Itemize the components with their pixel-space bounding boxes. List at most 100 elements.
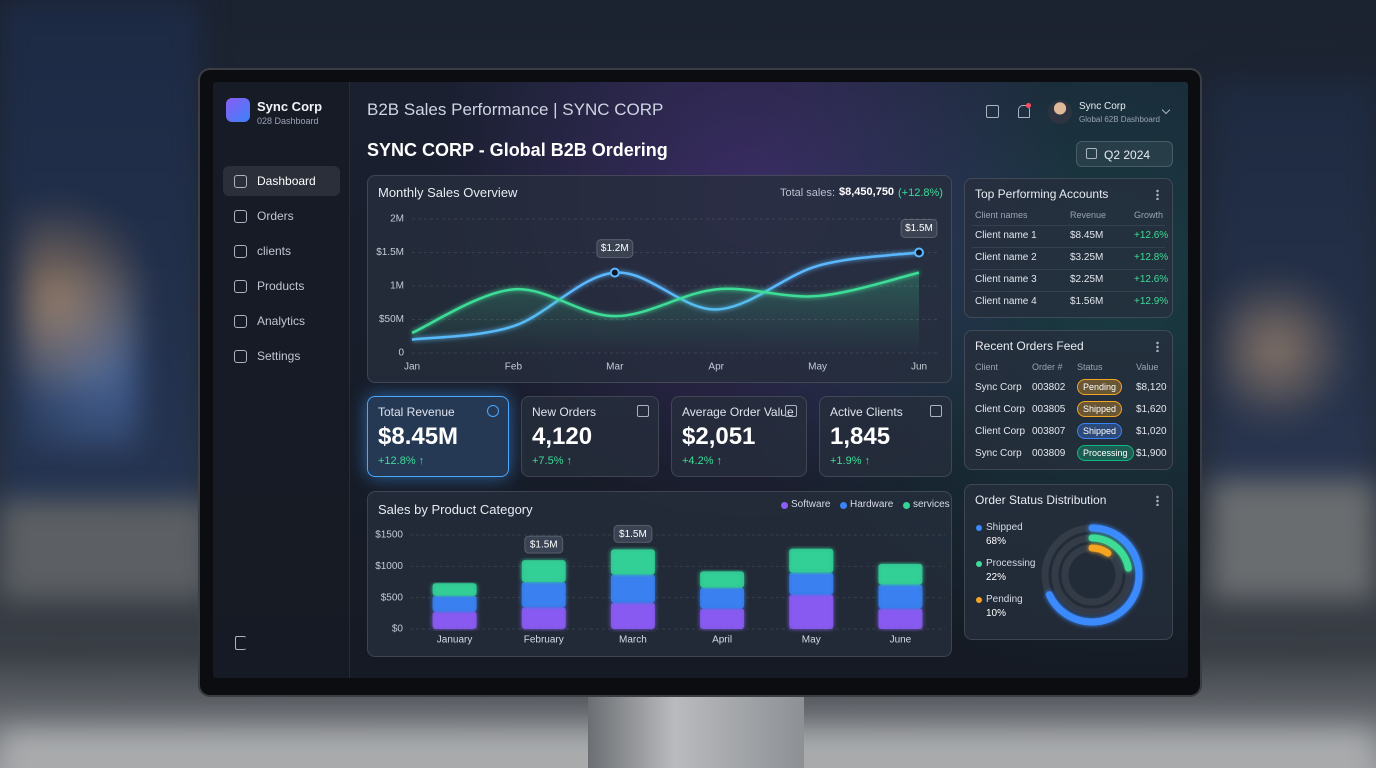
kpi-value: $8.45M bbox=[378, 423, 459, 450]
logout-icon[interactable] bbox=[235, 636, 246, 650]
user-role: Global 62B Dashboard bbox=[1079, 115, 1160, 124]
total-label: Total sales: bbox=[780, 187, 836, 199]
user-name: Sync Corp bbox=[1079, 101, 1126, 112]
kpi-label: Total Revenue bbox=[378, 405, 455, 419]
kpi-card bbox=[521, 396, 659, 477]
table-cell: Client name 3 bbox=[975, 274, 1037, 285]
table-cell: +12.6% bbox=[1134, 274, 1169, 285]
status-pill: Shipped bbox=[1077, 423, 1123, 439]
table-cell: 003807 bbox=[1032, 426, 1066, 437]
legend-label: Shipped bbox=[986, 522, 1023, 533]
notification-dot bbox=[1026, 103, 1031, 108]
more-menu[interactable] bbox=[1156, 341, 1159, 352]
user-menu-chevron[interactable] bbox=[1161, 105, 1171, 115]
table-cell: +12.8% bbox=[1134, 252, 1169, 263]
legend-dot bbox=[976, 597, 982, 603]
city-lights bbox=[1220, 250, 1360, 450]
nav-label: Dashboard bbox=[257, 174, 316, 188]
kpi-change: +7.5% ↑ bbox=[532, 455, 573, 467]
table-cell: $1,900 bbox=[1136, 448, 1167, 459]
total-change: (+12.8%) bbox=[898, 187, 943, 199]
kpi-label: New Orders bbox=[532, 405, 597, 419]
column-header: Client bbox=[975, 362, 999, 372]
table-cell: 003805 bbox=[1032, 404, 1066, 415]
dashboard-heading: SYNC CORP - Global B2B Ordering bbox=[367, 140, 668, 160]
card-title: Order Status Distribution bbox=[975, 493, 1107, 507]
table-cell: Client Corp bbox=[975, 426, 1026, 437]
card-title: Recent Orders Feed bbox=[975, 339, 1084, 353]
table-cell: Client Corp bbox=[975, 404, 1026, 415]
kpi-change: +12.8% ↑ bbox=[378, 455, 425, 467]
nav-icon bbox=[234, 350, 247, 363]
legend-label: Hardware bbox=[850, 499, 894, 510]
table-cell: $8.45M bbox=[1070, 230, 1104, 241]
period-label: Q2 2024 bbox=[1104, 148, 1151, 162]
nav-icon bbox=[234, 280, 247, 293]
kpi-value: 1,845 bbox=[830, 423, 891, 450]
row-divider bbox=[972, 247, 1165, 248]
table-cell: $1.56M bbox=[1070, 296, 1104, 307]
nav-icon bbox=[234, 315, 247, 328]
table-cell: +12.9% bbox=[1134, 296, 1169, 307]
column-header: Client names bbox=[975, 210, 1028, 220]
kpi-value: 4,120 bbox=[532, 423, 593, 450]
nav-label: Analytics bbox=[257, 314, 306, 328]
nav-label: Orders bbox=[257, 209, 294, 223]
column-header: Growth bbox=[1134, 210, 1164, 220]
desk bbox=[0, 500, 210, 600]
avatar[interactable] bbox=[1048, 100, 1072, 124]
kpi-card bbox=[671, 396, 807, 477]
brand-icon bbox=[226, 98, 250, 122]
legend-value: 22% bbox=[986, 572, 1007, 583]
calendar-icon[interactable] bbox=[986, 105, 999, 118]
status-pill: Processing bbox=[1077, 445, 1134, 461]
period-selector[interactable] bbox=[1076, 141, 1173, 167]
row-divider bbox=[972, 291, 1165, 292]
column-header: Order # bbox=[1032, 362, 1063, 372]
kpi-icon bbox=[785, 405, 797, 417]
category-sales-card bbox=[367, 491, 952, 657]
card-title: Top Performing Accounts bbox=[975, 187, 1109, 201]
kpi-label: Average Order Value bbox=[682, 405, 794, 419]
table-cell: Client name 4 bbox=[975, 296, 1037, 307]
period-icon bbox=[1086, 148, 1097, 159]
more-menu[interactable] bbox=[1156, 495, 1159, 506]
kpi-icon bbox=[637, 405, 649, 417]
nav-label: clients bbox=[257, 244, 292, 258]
bell-icon[interactable] bbox=[1018, 105, 1030, 118]
row-divider bbox=[972, 269, 1165, 270]
legend-label: Software bbox=[791, 499, 831, 510]
kpi-card bbox=[367, 396, 509, 477]
legend-swatch bbox=[781, 502, 788, 509]
monthly-sales-card bbox=[367, 175, 952, 383]
top-accounts-card bbox=[964, 178, 1173, 318]
table-cell: Client name 1 bbox=[975, 230, 1037, 241]
nav-icon bbox=[234, 175, 247, 188]
recent-orders-card bbox=[964, 330, 1173, 470]
status-pill: Shipped bbox=[1077, 401, 1123, 417]
table-cell: Client name 2 bbox=[975, 252, 1037, 263]
legend-swatch bbox=[903, 502, 910, 509]
status-pill: Pending bbox=[1077, 379, 1123, 395]
nav-item[interactable] bbox=[223, 166, 340, 196]
more-menu[interactable] bbox=[1156, 189, 1159, 200]
chart-title: Sales by Product Category bbox=[378, 502, 533, 517]
kpi-card bbox=[819, 396, 952, 477]
row-divider bbox=[972, 225, 1165, 226]
city-lights bbox=[20, 200, 140, 450]
kpi-change: +4.2% ↑ bbox=[682, 455, 723, 467]
table-cell: $8,120 bbox=[1136, 382, 1167, 393]
legend-label: Processing bbox=[986, 558, 1036, 569]
desk bbox=[1210, 480, 1376, 600]
kpi-icon bbox=[930, 405, 942, 417]
column-header: Status bbox=[1077, 362, 1103, 372]
column-header: Revenue bbox=[1070, 210, 1107, 220]
nav-label: Products bbox=[257, 279, 305, 293]
monitor-stand bbox=[588, 690, 804, 768]
table-cell: $2.25M bbox=[1070, 274, 1104, 285]
brand-name: Sync Corp bbox=[257, 99, 323, 114]
sidebar bbox=[213, 82, 350, 678]
table-cell: 003802 bbox=[1032, 382, 1066, 393]
